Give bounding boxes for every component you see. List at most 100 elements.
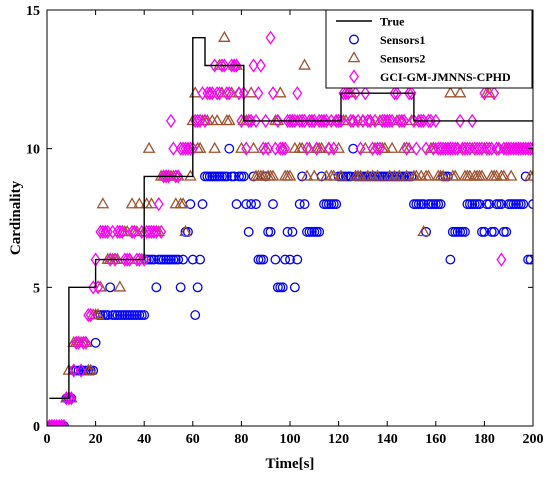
series-gci-gm-jmnns-cphd xyxy=(47,30,533,426)
gci-gm-jmnns-cphd-point xyxy=(248,58,259,73)
sensors1-point xyxy=(88,365,99,376)
sensors2-point xyxy=(475,169,489,181)
gci-gm-jmnns-cphd-point xyxy=(345,113,356,129)
gci-gm-jmnns-cphd-point xyxy=(340,86,351,101)
sensors1-point xyxy=(90,337,101,348)
x-tick-label: 140 xyxy=(377,432,398,447)
x-tick-label: 160 xyxy=(425,432,446,447)
sensors1-point xyxy=(173,254,184,265)
sensors1-point xyxy=(280,254,291,265)
gci-gm-jmnns-cphd-point xyxy=(255,58,266,73)
sensors2-point xyxy=(497,169,511,181)
series-sensors2 xyxy=(47,30,533,426)
gci-gm-jmnns-cphd-point xyxy=(204,86,215,101)
sensors1-point xyxy=(148,254,159,265)
sensors2-point xyxy=(57,419,66,426)
gci-gm-jmnns-cphd-point xyxy=(131,252,142,267)
gci-gm-jmnns-cphd-point xyxy=(430,113,441,129)
sensors1-point xyxy=(151,282,162,293)
sensors1-point xyxy=(518,199,529,210)
legend-marker-swatch xyxy=(349,69,359,84)
gci-gm-jmnns-cphd-point xyxy=(110,252,121,267)
gci-gm-jmnns-cphd-point xyxy=(229,58,240,73)
gci-gm-jmnns-cphd-point xyxy=(280,141,291,156)
gci-gm-jmnns-cphd-point xyxy=(224,86,235,101)
sensors1-point xyxy=(190,310,201,321)
gci-gm-jmnns-cphd-point xyxy=(311,141,322,156)
sensors1-point xyxy=(287,226,298,237)
gci-gm-jmnns-cphd-point xyxy=(455,113,466,129)
gci-gm-jmnns-cphd-point xyxy=(209,58,220,73)
sensors1-point xyxy=(182,226,193,237)
gci-gm-jmnns-cphd-point xyxy=(297,113,308,129)
sensors2-point xyxy=(271,114,285,126)
sensors2-point xyxy=(371,169,384,181)
gci-gm-jmnns-cphd-point xyxy=(76,363,87,378)
sensors2-point xyxy=(322,141,336,153)
sensors2-point xyxy=(393,169,406,181)
gci-gm-jmnns-cphd-point xyxy=(241,141,252,156)
sensors2-point xyxy=(176,197,190,209)
sensors2-point xyxy=(504,169,518,181)
gci-gm-jmnns-cphd-point xyxy=(370,113,381,129)
gci-gm-jmnns-cphd-point xyxy=(389,86,400,101)
sensors2-point xyxy=(113,280,127,292)
sensors1-point xyxy=(238,171,249,182)
legend-item-sensors2: Sensors2 xyxy=(347,51,425,66)
gci-gm-jmnns-cphd-point xyxy=(78,335,89,350)
sensors2-point xyxy=(300,169,314,181)
gci-gm-jmnns-cphd-point xyxy=(100,224,111,240)
x-axis-label: Time[s] xyxy=(266,456,315,472)
gci-gm-jmnns-cphd-point xyxy=(114,224,125,240)
sensors1-point xyxy=(297,171,308,182)
sensors2-point xyxy=(235,141,248,153)
gci-gm-jmnns-cphd-point xyxy=(319,113,330,129)
y-tick-label: 15 xyxy=(26,4,40,19)
legend: True Sensors1 Sensors2 GCI-GM-JMNNS-CPHD xyxy=(325,9,533,89)
gci-gm-jmnns-cphd-point xyxy=(216,58,227,73)
gci-gm-jmnns-cphd-point xyxy=(221,86,232,101)
sensors2-point xyxy=(120,224,134,237)
sensors2-point xyxy=(400,169,413,181)
x-tick-label: 120 xyxy=(328,432,349,447)
gci-gm-jmnns-cphd-point xyxy=(372,141,383,156)
gci-gm-jmnns-cphd-point xyxy=(192,113,203,129)
gci-gm-jmnns-cphd-point xyxy=(396,113,407,129)
gci-gm-jmnns-cphd-point xyxy=(384,113,395,129)
sensors2-point xyxy=(208,141,221,153)
gci-gm-jmnns-cphd-point xyxy=(292,86,303,101)
sensors1-point xyxy=(102,310,113,321)
gci-gm-jmnns-cphd-point xyxy=(165,113,176,129)
x-tick-label: 40 xyxy=(137,432,151,447)
sensors1-point xyxy=(105,282,116,293)
gci-gm-jmnns-cphd-point xyxy=(231,58,242,73)
sensors1-point xyxy=(277,282,288,293)
x-tick-label: 80 xyxy=(234,432,248,447)
gci-gm-jmnns-cphd-point xyxy=(467,113,478,129)
sensors1-point xyxy=(294,199,305,210)
sensors2-point xyxy=(125,197,139,209)
sensors1-point xyxy=(489,226,500,237)
x-tick-label: 200 xyxy=(523,432,544,447)
sensors1-point xyxy=(221,171,232,182)
sensors2-point xyxy=(222,114,236,126)
sensors1-point xyxy=(348,143,359,154)
gci-gm-jmnns-cphd-point xyxy=(85,307,96,323)
sensors2-point xyxy=(453,86,467,98)
sensors2-point xyxy=(179,224,192,237)
sensors1-point xyxy=(285,254,295,265)
sensors2-point xyxy=(283,169,297,181)
sensors2-point xyxy=(193,141,207,153)
sensors2-point xyxy=(327,169,341,181)
gci-gm-jmnns-cphd-point xyxy=(399,113,410,129)
sensors2-point xyxy=(84,363,98,375)
sensors1-point xyxy=(406,171,417,182)
sensors2-point xyxy=(448,169,462,181)
x-tick-label: 180 xyxy=(474,432,495,447)
sensors1-point xyxy=(197,199,208,210)
sensors2-point xyxy=(96,197,110,209)
sensors2-point xyxy=(145,197,158,209)
gci-gm-jmnns-cphd-point xyxy=(173,169,184,184)
